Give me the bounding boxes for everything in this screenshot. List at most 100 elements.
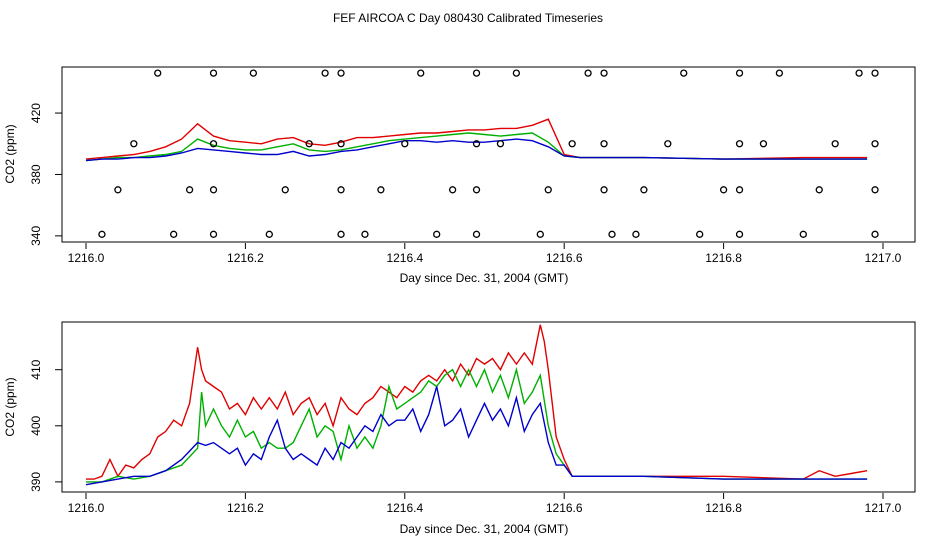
marker-point xyxy=(472,186,481,194)
marker-point xyxy=(281,186,289,194)
marker-point xyxy=(871,140,879,148)
marker-point xyxy=(361,230,369,238)
marker-point xyxy=(377,186,385,194)
x-tick-label: 1217.0 xyxy=(865,251,902,265)
x-tick-label: 1216.6 xyxy=(546,501,583,515)
marker-point xyxy=(98,230,106,238)
marker-point xyxy=(185,186,194,194)
bottom-y-axis: 390 400 410 xyxy=(29,359,62,492)
top-panel: 1216.0 1216.2 1216.4 1216.6 1216.8 1217.0 340… xyxy=(3,66,916,285)
marker-point xyxy=(719,186,728,194)
marker-point xyxy=(448,186,457,194)
marker-point xyxy=(680,69,688,77)
marker-point xyxy=(337,69,345,77)
marker-point xyxy=(871,69,879,77)
marker-point xyxy=(735,69,744,77)
marker-point xyxy=(472,230,481,238)
bottom-x-axis: 1216.0 1216.2 1216.4 1216.6 1216.8 1217.0 xyxy=(68,493,902,515)
x-tick-label: 1216.2 xyxy=(227,251,264,265)
y-tick-label: 390 xyxy=(29,472,43,492)
y-tick-label: 340 xyxy=(29,226,43,246)
series-line-blue xyxy=(85,386,868,486)
marker-point xyxy=(472,69,481,77)
marker-point xyxy=(664,140,672,148)
marker-point xyxy=(433,230,441,238)
marker-point xyxy=(401,140,409,148)
marker-point xyxy=(337,140,345,148)
y-tick-label: 400 xyxy=(29,415,43,435)
marker-point xyxy=(337,230,345,238)
marker-point xyxy=(600,186,608,194)
bottom-x-axis-label: Day since Dec. 31, 2004 (GMT) xyxy=(400,522,569,536)
marker-point xyxy=(472,140,481,148)
marker-point xyxy=(584,69,592,77)
marker-point xyxy=(337,186,345,194)
marker-point xyxy=(209,140,218,148)
bottom-panel: 1216.0 1216.2 1216.4 1216.6 1216.8 1217.0 390… xyxy=(3,321,916,536)
x-tick-label: 1216.4 xyxy=(386,501,423,515)
marker-point xyxy=(831,140,839,148)
marker-point xyxy=(600,140,608,148)
x-tick-label: 1216.2 xyxy=(227,501,264,515)
marker-point xyxy=(735,140,744,148)
top-plot-frame xyxy=(61,66,916,243)
x-tick-label: 1216.4 xyxy=(386,251,423,265)
marker-point xyxy=(608,230,616,238)
marker-point xyxy=(799,230,807,238)
marker-point xyxy=(305,140,313,148)
top-markers xyxy=(98,69,879,238)
marker-point xyxy=(536,230,544,238)
bottom-y-axis-label: CO2 (ppm) xyxy=(3,377,17,436)
marker-point xyxy=(735,186,744,194)
bottom-series-lines xyxy=(85,324,868,486)
marker-point xyxy=(568,140,576,148)
top-y-axis: 340 380 420 xyxy=(29,103,62,246)
marker-point xyxy=(871,230,879,238)
marker-point xyxy=(321,69,329,77)
marker-point xyxy=(775,69,784,77)
y-tick-label: 410 xyxy=(29,359,43,379)
marker-point xyxy=(696,230,704,238)
marker-point xyxy=(735,230,744,238)
top-series-lines xyxy=(85,118,868,162)
marker-point xyxy=(512,69,521,77)
series-line-red xyxy=(85,118,868,160)
marker-point xyxy=(209,186,218,194)
marker-point xyxy=(249,69,258,77)
top-x-axis: 1216.0 1216.2 1216.4 1216.6 1216.8 1217.0 xyxy=(68,243,902,265)
x-tick-label: 1216.8 xyxy=(705,251,742,265)
marker-point xyxy=(209,69,218,77)
series-line-green xyxy=(86,366,868,483)
marker-point xyxy=(114,186,122,194)
y-tick-label: 420 xyxy=(29,103,43,123)
marker-point xyxy=(871,186,879,194)
marker-point xyxy=(759,140,768,148)
marker-point xyxy=(496,140,505,148)
top-y-axis-label: CO2 (ppm) xyxy=(3,124,17,183)
marker-point xyxy=(154,69,162,77)
marker-point xyxy=(632,230,640,238)
marker-point xyxy=(417,69,425,77)
x-tick-label: 1216.0 xyxy=(68,251,105,265)
x-tick-label: 1216.6 xyxy=(546,251,583,265)
x-tick-label: 1216.8 xyxy=(705,501,742,515)
marker-point xyxy=(209,230,218,238)
marker-point xyxy=(265,230,273,238)
marker-point xyxy=(544,186,552,194)
series-line-blue xyxy=(85,138,868,162)
marker-point xyxy=(170,230,178,238)
marker-point xyxy=(130,140,138,148)
figure-title: FEF AIRCOA C Day 080430 Calibrated Times… xyxy=(333,11,603,25)
y-tick-label: 380 xyxy=(29,164,43,184)
series-line-red xyxy=(86,324,868,480)
top-x-axis-label: Day since Dec. 31, 2004 (GMT) xyxy=(400,271,569,285)
series-line-green xyxy=(85,132,868,162)
x-tick-label: 1217.0 xyxy=(865,501,902,515)
bottom-plot-frame xyxy=(61,321,916,493)
marker-point xyxy=(600,69,608,77)
x-tick-label: 1216.0 xyxy=(68,501,105,515)
marker-point xyxy=(855,69,863,77)
marker-point xyxy=(815,186,823,194)
marker-point xyxy=(640,186,648,194)
